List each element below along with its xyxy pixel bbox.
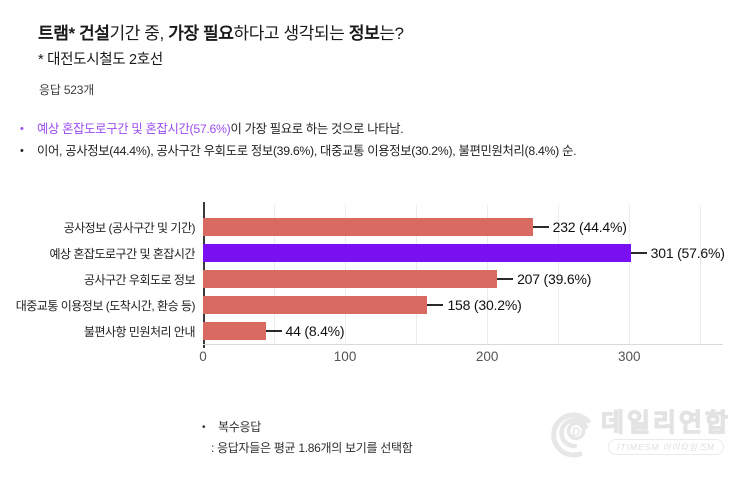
bar [203,270,498,288]
watermark-subtitle: ÍTIMESM 아이타임즈M [608,439,724,455]
subtitle: * 대전도시철도 2호선 [38,52,163,68]
title-segment: 정보 [348,24,380,43]
publisher-logo-icon: D [551,412,591,458]
bar [203,322,266,340]
x-tick-label: 100 [333,349,357,364]
bullet-dot-icon: • [202,422,206,433]
footnote: • 복수응답 : 응답자들은 평균 1.86개의 보기를 선택함 [202,418,413,456]
x-tick-label: 200 [475,349,499,364]
value-label: 232 (44.4%) [552,219,627,235]
category-label: 공사구간 우회도로 정보 [83,272,196,287]
value-label: 158 (30.2%) [447,297,522,313]
bullet-dot-icon: • [20,123,24,135]
leader-line [265,330,282,332]
gridline [629,205,631,344]
bullet-dot-icon: • [20,145,24,157]
leader-line [532,226,549,228]
watermark: D 데일리연합 ÍTIMESM 아이타임즈M [545,405,729,461]
leader-line [427,304,444,306]
x-tick-label: 0 [199,349,207,364]
value-label: 44 (8.4%) [285,323,345,339]
bar-chart: 공사정보 (공사구간 및 기간) 232 (44.4%) 예상 혼잡도로구간 및 혼… [0,200,729,375]
category-label: 대중교통 이용정보 (도착시간, 환승 등) [15,298,196,313]
page-title: 트램* 건설기간 중, 가장 필요하다고 생각되는 정보는? [38,19,404,44]
insight-highlight-text: 예상 혼잡도로구간 및 혼잡시간(57.6%) [37,122,231,136]
bar-track: 232 (44.4%) [203,214,723,240]
watermark-texts: 데일리연합 ÍTIMESM 아이타임즈M [600,409,729,455]
title-segment: 는? [379,24,404,43]
bar [203,296,428,314]
bar-row: 불편사항 민원처리 안내 44 (8.4%) [0,318,723,344]
x-axis-ticks: 0 100 200 300 [199,349,723,369]
bar-rows: 공사정보 (공사구간 및 기간) 232 (44.4%) 예상 혼잡도로구간 및 혼… [0,214,725,344]
bar-row: 예상 혼잡도로구간 및 혼잡시간 301 (57.6%) [0,240,725,266]
insight-line-1: • 예상 혼잡도로구간 및 혼잡시간(57.6%)이 가장 필요로 하는 것으로 … [20,119,404,137]
insight-line-2: • 이어, 공사정보(44.4%), 공사구간 우회도로 정보(39.6%), 대… [20,141,577,159]
leader-line [497,278,514,280]
bar-row: 공사구간 우회도로 정보 207 (39.6%) [0,266,723,292]
value-label: 301 (57.6%) [650,245,725,261]
footnote-label: 복수응답 [218,420,261,434]
bar-track: 158 (30.2%) [203,292,723,318]
bar-row: 대중교통 이용정보 (도착시간, 환승 등) 158 (30.2%) [0,292,723,318]
gridline [558,205,560,344]
watermark-brand: 데일리연합 [600,409,729,437]
bar-highlighted [203,244,631,262]
x-axis-baseline [203,344,723,345]
svg-text:D: D [572,425,581,439]
bar-track: 301 (57.6%) [203,240,725,266]
bar-track: 44 (8.4%) [203,318,723,344]
insight-text: 이어, 공사정보(44.4%), 공사구간 우회도로 정보(39.6%), 대중… [37,144,577,158]
leader-line [630,252,647,254]
category-label: 공사정보 (공사구간 및 기간) [63,220,196,235]
category-label: 예상 혼잡도로구간 및 혼잡시간 [49,246,195,261]
response-count: 응답 523개 [39,83,95,97]
bar [203,218,533,236]
footnote-line-2: : 응답자들은 평균 1.86개의 보기를 선택함 [211,441,413,455]
title-segment: 기간 중, [109,24,169,43]
category-label: 불편사항 민원처리 안내 [83,324,196,339]
bar-track: 207 (39.6%) [203,266,723,292]
insight-text: 이 가장 필요로 하는 것으로 나타남. [230,122,404,136]
bar-row: 공사정보 (공사구간 및 기간) 232 (44.4%) [0,214,723,240]
footnote-line-1: • 복수응답 [202,418,412,435]
title-segment: 하다고 생각되는 [233,24,349,43]
x-tick-label: 300 [617,349,641,364]
value-label: 207 (39.6%) [517,271,592,287]
gridline [700,205,702,344]
title-segment: 가장 필요 [168,24,234,43]
title-segment: 트램* 건설 [38,24,110,43]
